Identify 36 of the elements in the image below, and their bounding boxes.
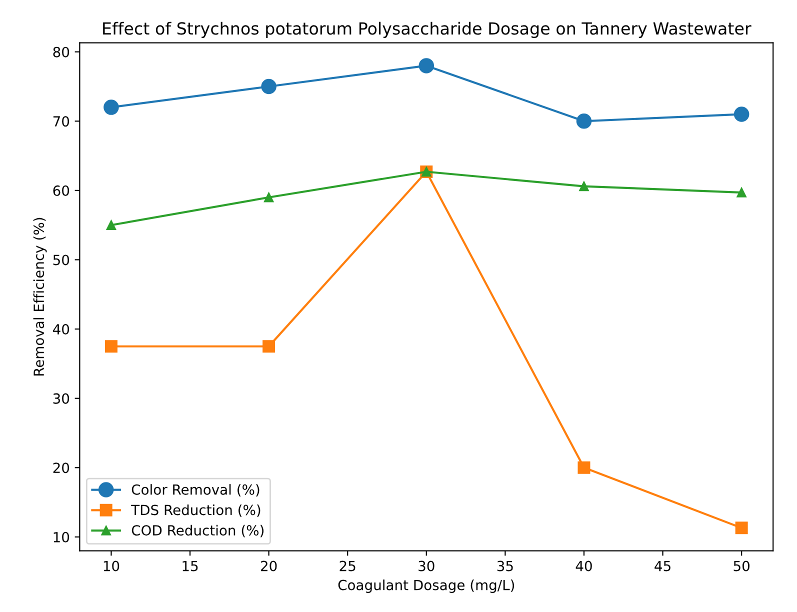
- legend-label: TDS Reduction (%): [131, 504, 260, 517]
- x-tick-label: 20: [260, 560, 277, 572]
- legend-label: Color Removal (%): [132, 484, 260, 496]
- point: [736, 188, 746, 198]
- y-tick-label: 60: [53, 185, 70, 196]
- y-tick-label: 70: [53, 116, 70, 127]
- y-tick-label: 80: [53, 46, 70, 58]
- x-tick-label: 10: [104, 560, 120, 572]
- x-axis-title: Coagulant Dosage (mg/L): [338, 580, 514, 593]
- point: [579, 181, 589, 192]
- point: [735, 522, 748, 534]
- x-tick-label: 45: [654, 560, 670, 572]
- point: [418, 58, 434, 74]
- x-tick-label: 30: [418, 560, 434, 572]
- y-axis-title: Removal Efficiency (%): [33, 218, 47, 376]
- x-tick-label: 40: [576, 560, 592, 572]
- point: [261, 78, 276, 94]
- y-tick-label: 50: [53, 254, 70, 266]
- point: [734, 106, 750, 122]
- point: [576, 114, 592, 129]
- y-tick-label: 20: [53, 462, 70, 474]
- point: [262, 340, 276, 353]
- point: [106, 220, 116, 230]
- legend-label: COD Reduction (%): [132, 524, 264, 538]
- x-tick-label: 25: [340, 560, 356, 572]
- y-tick-label: 40: [52, 324, 70, 335]
- x-tick-label: 15: [182, 560, 198, 572]
- y-tick-label: 10: [54, 532, 70, 542]
- point: [264, 192, 274, 202]
- chart-title: Effect of Strychnos potatorum Polysaccharide Dosage on Tannery Wastewater: [103, 22, 752, 38]
- y-tick-label: 30: [53, 393, 70, 404]
- point: [578, 461, 590, 474]
- point: [104, 340, 118, 353]
- point: [104, 100, 119, 115]
- x-tick-label: 50: [734, 560, 750, 572]
- x-tick-label: 35: [497, 560, 513, 572]
